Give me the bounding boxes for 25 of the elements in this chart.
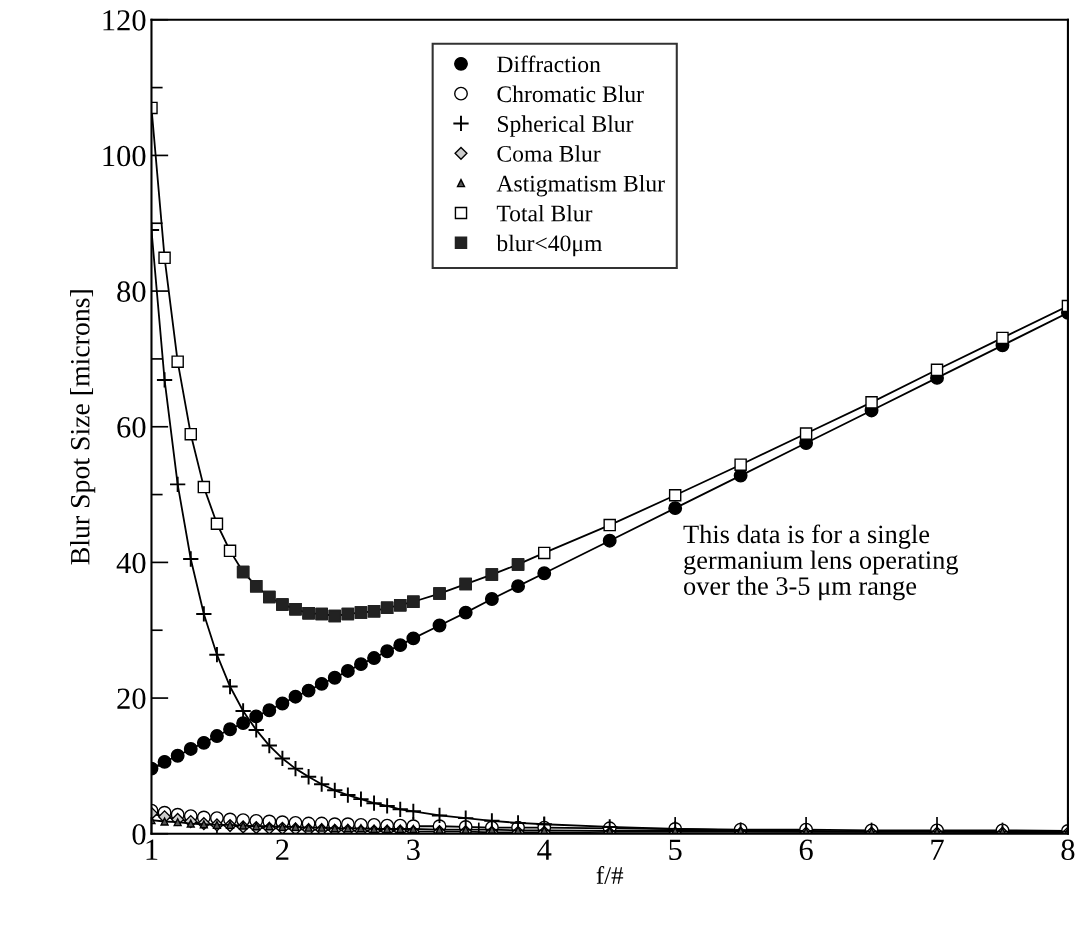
legend-label: Spherical Blur [497,115,634,137]
annotation: This data is for a single germanium lens operating over the 3-5 μm range [683,524,959,601]
y-axis-title: Blur Spot Size [microns] [70,290,96,565]
y-tick-label: 40 [116,552,146,574]
x-axis-title: f/# [596,866,624,884]
x-tick-label: 8 [1061,839,1075,861]
y-tick-label: 100 [103,145,146,167]
y-tick-label: 80 [117,281,146,302]
x-tick-label: 4 [537,839,552,860]
x-tick-label: 2 [276,839,289,860]
legend-label: Coma Blur [497,145,601,162]
y-tick-label: 120 [103,10,146,31]
y-tick-label: 60 [117,417,146,438]
legend-label: Astigmatism Blur [496,175,665,197]
x-tick-label: 5 [669,839,682,861]
legend-label: blur<40μm [496,234,603,257]
x-tick-label: 3 [407,839,420,861]
x-tick-label: 1 [146,839,158,860]
legend-label: Chromatic Blur [497,85,644,103]
x-tick-label: 6 [799,839,813,861]
legend-label: Total Blur [496,204,593,222]
y-tick-label: 0 [132,824,146,845]
legend-label: Diffraction [497,55,601,73]
y-tick-label: 20 [117,688,146,709]
x-tick-label: 7 [931,839,944,860]
